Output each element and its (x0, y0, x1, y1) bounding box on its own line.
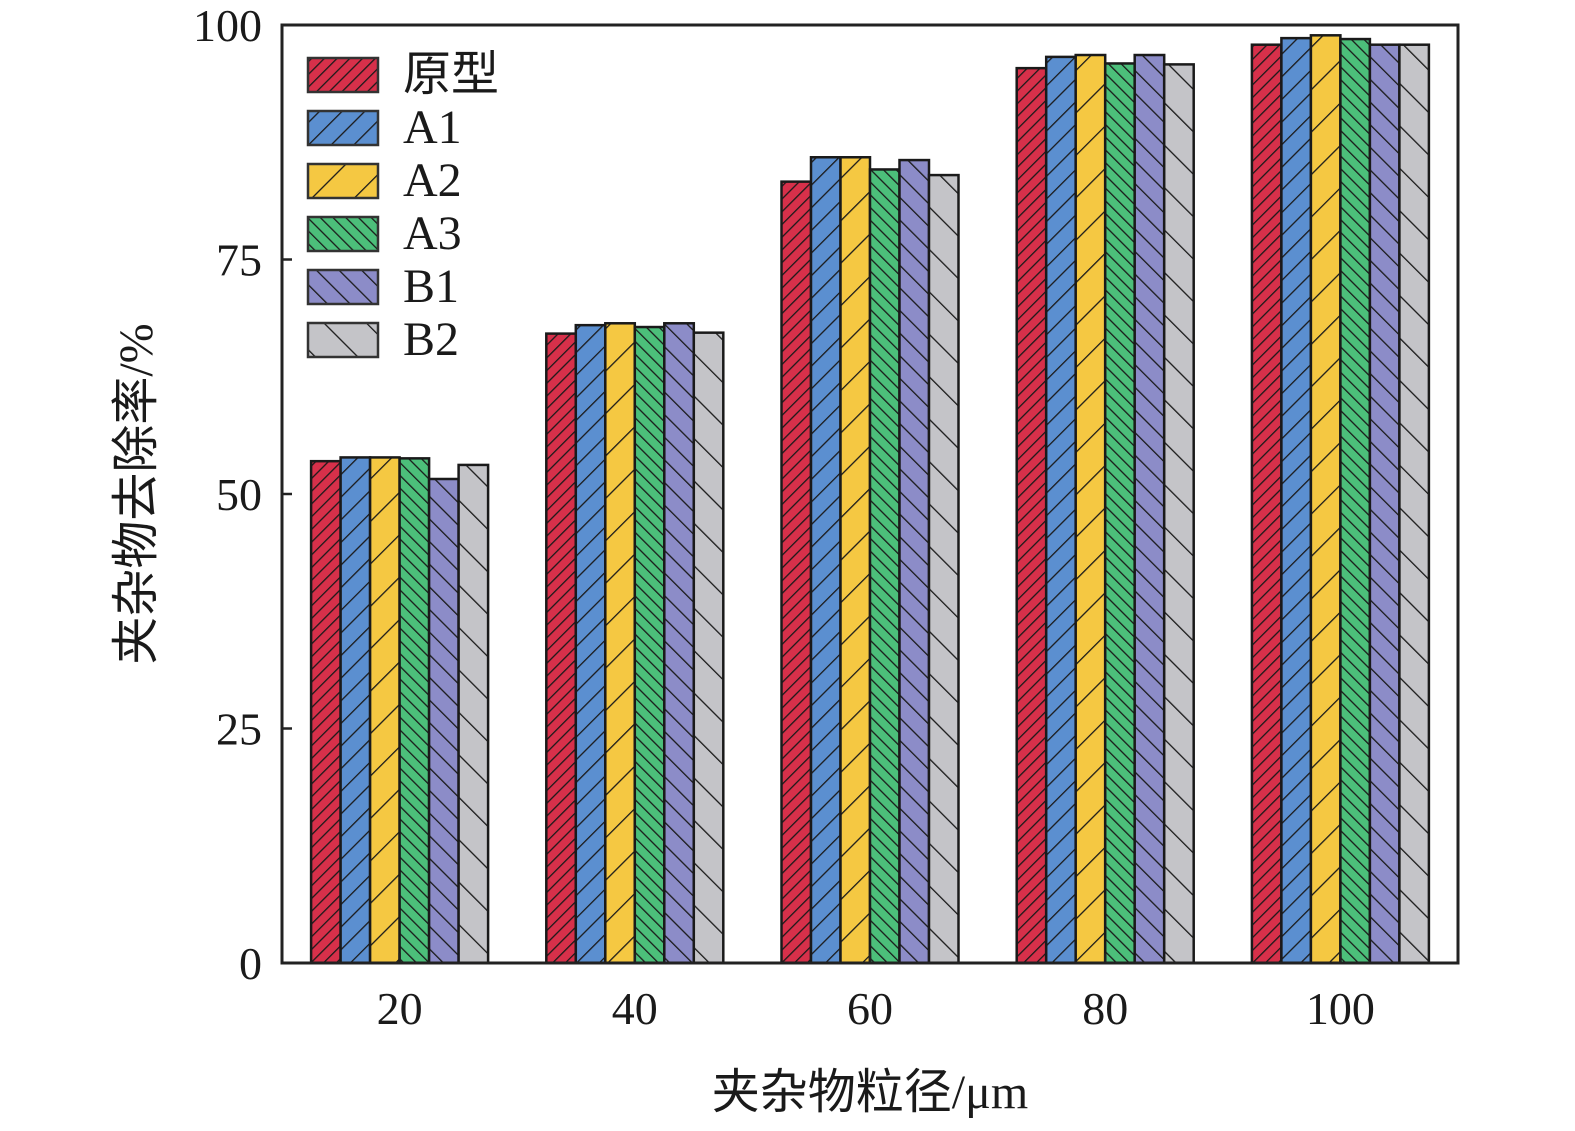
bar-A3-100 (1339, 37, 1372, 965)
bar-A2-80 (1074, 53, 1107, 965)
bar-B1-60 (898, 158, 931, 965)
bar-原型-60 (780, 180, 813, 965)
legend-swatch (306, 268, 380, 306)
y-tick-label: 50 (216, 469, 262, 520)
bar-A2-40 (604, 322, 637, 965)
y-tick-label: 75 (216, 235, 262, 286)
bar-A1-60 (809, 156, 842, 965)
bar-A1-40 (574, 323, 607, 965)
bar-B2-60 (927, 173, 960, 965)
bar-B2-40 (692, 331, 725, 965)
bar-原型-40 (545, 332, 578, 965)
bar-A2-60 (839, 156, 872, 965)
bar-原型-80 (1015, 66, 1048, 965)
legend-label: A2 (403, 154, 462, 207)
y-tick-label: 100 (193, 0, 262, 51)
bar-B2-80 (1162, 63, 1195, 965)
legend-label: B1 (403, 260, 459, 313)
bar-B1-80 (1133, 53, 1166, 965)
legend-swatch (306, 109, 380, 147)
y-axis-label: 夹杂物去除率/% (110, 323, 163, 664)
legend-label: A3 (403, 207, 462, 260)
bar-A1-80 (1044, 55, 1077, 965)
bar-A3-60 (868, 168, 901, 965)
bar-A3-20 (398, 457, 431, 965)
y-tick-label: 25 (216, 704, 262, 755)
bars-layer (309, 34, 1431, 965)
bar-B1-20 (427, 477, 460, 965)
x-tick-label: 80 (1082, 983, 1128, 1034)
bar-B1-40 (663, 322, 696, 965)
legend-swatch (306, 321, 380, 359)
legend-swatch (306, 215, 380, 253)
bar-原型-20 (309, 459, 342, 965)
legend-swatch (306, 56, 380, 94)
bar-A3-40 (633, 325, 666, 965)
bar-原型-100 (1250, 43, 1283, 965)
bar-A1-100 (1280, 36, 1313, 965)
bar-B2-100 (1398, 43, 1431, 965)
bar-A3-80 (1103, 62, 1136, 965)
bar-B1-100 (1368, 43, 1401, 965)
bar-A1-20 (339, 456, 372, 965)
legend-label: A1 (403, 101, 462, 154)
bar-A2-20 (368, 456, 401, 965)
legend-label: B2 (403, 313, 459, 366)
x-tick-label: 100 (1306, 983, 1375, 1034)
x-tick-label: 20 (377, 983, 423, 1034)
bar-B2-20 (457, 463, 490, 965)
legend-swatch (306, 162, 380, 200)
legend-label: 原型 (403, 48, 499, 101)
x-axis: 20 40 60 80 100 (377, 953, 1375, 1034)
x-tick-label: 60 (847, 983, 893, 1034)
y-tick-label: 0 (239, 938, 262, 989)
x-tick-label: 40 (612, 983, 658, 1034)
x-axis-label: 夹杂物粒径/μm (712, 1066, 1028, 1119)
y-axis: 0 25 50 75 100 (193, 0, 292, 989)
bar-A2-100 (1309, 34, 1342, 965)
